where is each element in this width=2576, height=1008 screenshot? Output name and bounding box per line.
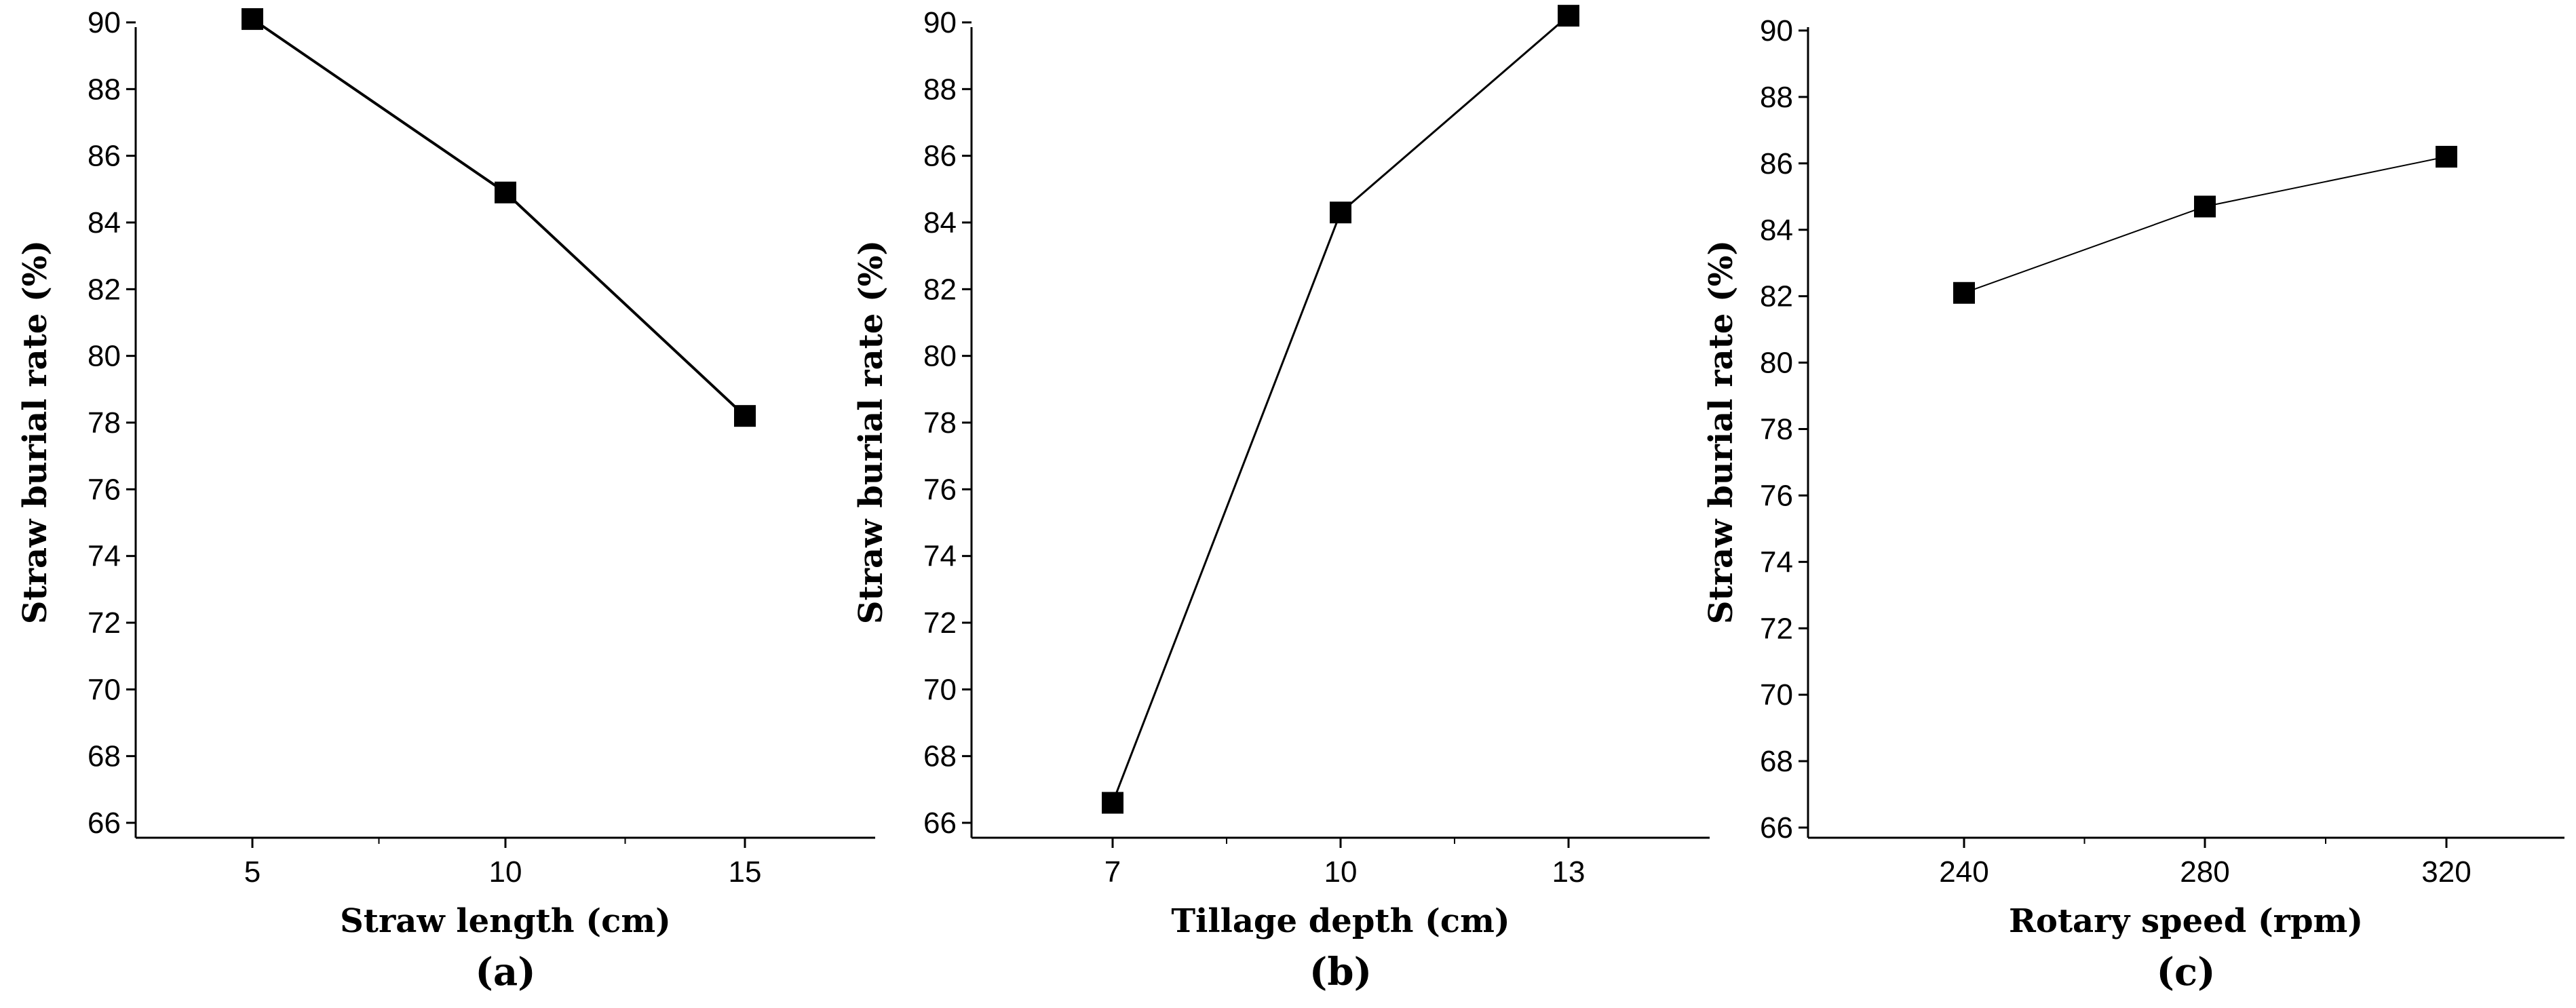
chart-panel-c: 66 68 70 72 74 76 78 80 82 84 86 88 90 240 280 320 Str…: [1702, 14, 2564, 994]
panel-label: (a): [475, 950, 535, 994]
x-tick-label: 15: [729, 855, 762, 889]
series-line: [1111, 15, 1569, 804]
x-tick-label: 10: [1324, 855, 1358, 889]
y-tick-label: 80: [923, 340, 957, 373]
y-axis-title: Straw burial rate (%): [852, 240, 890, 624]
y-tick-label: 68: [923, 740, 957, 773]
y-tick-label: 78: [923, 406, 957, 440]
data-point-10: [495, 181, 516, 203]
x-ticks: 7 10 13: [1104, 838, 1585, 889]
x-tick-label: 10: [489, 855, 522, 889]
y-ticks: 66 68 70 72 74 76 78 80 82 84 86 88 90: [1760, 14, 1808, 845]
y-tick-label: 90: [923, 6, 957, 39]
data-point-280: [2194, 195, 2216, 218]
y-tick-label: 66: [1760, 811, 1793, 845]
y-tick-label: 86: [923, 140, 957, 173]
y-tick-label: 84: [923, 206, 957, 239]
panel-label: (b): [1309, 950, 1372, 994]
y-tick-label: 82: [1760, 280, 1793, 313]
y-tick-label: 74: [88, 540, 121, 573]
y-tick-label: 70: [1760, 678, 1793, 712]
x-axis-title: Rotary speed (rpm): [2009, 902, 2363, 940]
data-point-5: [242, 8, 263, 31]
y-tick-label: 76: [1760, 479, 1793, 512]
y-tick-label: 72: [1760, 612, 1793, 645]
y-tick-label: 88: [88, 73, 121, 106]
data-point-240: [1953, 282, 1975, 304]
y-tick-label: 82: [88, 273, 121, 306]
y-ticks: 66 68 70 72 74 76 78 80 82 84 86 88 90: [923, 6, 972, 840]
y-tick-label: 76: [88, 473, 121, 506]
y-tick-label: 88: [923, 73, 957, 106]
panel-label: (c): [2156, 950, 2215, 994]
y-tick-label: 86: [1760, 147, 1793, 180]
y-tick-label: 80: [88, 340, 121, 373]
y-tick-label: 78: [88, 406, 121, 440]
y-tick-label: 66: [923, 807, 957, 840]
y-tick-label: 74: [923, 540, 957, 573]
y-tick-label: 84: [1760, 214, 1793, 247]
y-ticks: 66 68 70 72 74 76 78 80 82 84 86 88 90: [88, 6, 136, 840]
x-tick-label: 320: [2421, 855, 2471, 889]
data-point-7: [1102, 792, 1123, 814]
y-tick-label: 76: [923, 473, 957, 506]
y-tick-label: 90: [88, 6, 121, 39]
x-axis-title: Straw length (cm): [340, 902, 671, 940]
chart-panel-b: 66 68 70 72 74 76 78 80 82 84 86 88 90 7 10 13 Straw b…: [852, 5, 1710, 994]
y-tick-label: 80: [1760, 347, 1793, 380]
data-point-13: [1558, 5, 1579, 27]
y-tick-label: 72: [88, 606, 121, 640]
data-series: [242, 8, 756, 427]
y-axis-title: Straw burial rate (%): [1702, 240, 1740, 624]
x-tick-label: 280: [2180, 855, 2229, 889]
x-tick-label: 240: [1939, 855, 1988, 889]
y-tick-label: 82: [923, 273, 957, 306]
y-tick-label: 70: [923, 673, 957, 706]
y-tick-label: 84: [88, 206, 121, 239]
x-ticks: 5 10 15: [244, 838, 762, 889]
data-point-15: [734, 405, 756, 427]
y-tick-label: 90: [1760, 14, 1793, 47]
x-axis-title: Tillage depth (cm): [1171, 902, 1510, 940]
series-line: [251, 18, 746, 417]
y-tick-label: 78: [1760, 413, 1793, 446]
data-series: [1102, 5, 1579, 814]
y-tick-label: 70: [88, 673, 121, 706]
y-tick-label: 72: [923, 606, 957, 640]
y-axis-title: Straw burial rate (%): [16, 240, 54, 624]
y-tick-label: 68: [88, 740, 121, 773]
data-series: [1953, 146, 2457, 304]
data-point-10: [1330, 201, 1351, 224]
x-ticks: 240 280 320: [1939, 838, 2472, 889]
y-tick-label: 88: [1760, 81, 1793, 114]
x-tick-label: 7: [1104, 855, 1121, 889]
y-tick-label: 68: [1760, 745, 1793, 778]
y-tick-label: 66: [88, 807, 121, 840]
x-tick-label: 5: [244, 855, 261, 889]
chart-panel-a: 66 68 70 72 74 76 78 80 82 84 86 88 90 5 10 15 Straw b…: [16, 6, 875, 994]
y-tick-label: 86: [88, 140, 121, 173]
data-point-320: [2436, 146, 2457, 168]
series-line: [1963, 156, 2447, 294]
y-tick-label: 74: [1760, 545, 1793, 579]
x-tick-label: 13: [1552, 855, 1585, 889]
